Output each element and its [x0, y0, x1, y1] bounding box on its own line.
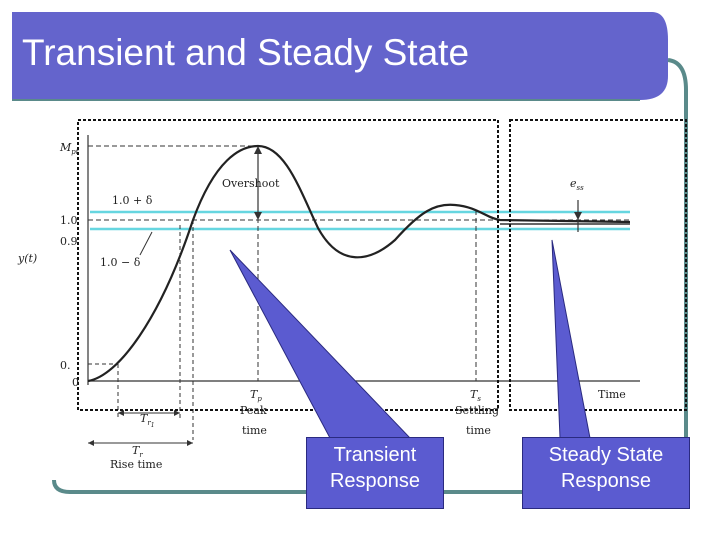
transient-response-callout: Transient Response	[306, 437, 444, 509]
y-tick-peak: Mpt	[59, 141, 79, 156]
settling-time-symbol: Ts	[470, 388, 481, 403]
slide-title: Transient and Steady State	[22, 32, 470, 73]
band-upper-label: 1.0 + δ	[112, 194, 153, 207]
rise-arrow-head-right	[174, 410, 180, 416]
transient-region-box	[77, 119, 499, 411]
rise-time-symbol: Tr	[132, 444, 143, 459]
steady-region-box	[509, 119, 687, 411]
overshoot-label: Overshoot	[222, 177, 280, 190]
rise-arrow-head-left	[118, 410, 124, 416]
ess-label: ess	[570, 177, 584, 192]
overshoot-arrow-head-bottom	[254, 212, 262, 220]
steady-callout-line1: Steady State	[548, 444, 664, 466]
y-axis-label: y(t)	[17, 252, 37, 265]
x-axis-label: Time	[598, 388, 626, 401]
band-lower-pointer	[139, 231, 153, 256]
title-bar	[12, 12, 668, 100]
rise-full-arrow-head-right	[187, 440, 193, 446]
band-lower-label: 1.0 − δ	[100, 256, 141, 269]
y-tick-zero: 0	[72, 376, 79, 389]
transient-callout-line2: Response	[329, 470, 421, 492]
rise-time-10-90-symbol: Tr1	[140, 412, 155, 429]
settling-time-caption-line2: time	[466, 424, 491, 437]
steady-callout-pointer	[551, 239, 591, 439]
response-curve	[87, 144, 631, 383]
peak-time-symbol: Tp	[250, 388, 262, 403]
ess-arrow-head	[574, 212, 582, 220]
peak-time-caption-line2: time	[242, 424, 267, 437]
y-tick-upper: 1.0	[60, 214, 78, 227]
transient-callout-line1: Transient	[333, 444, 417, 466]
rise-full-arrow-head-left	[88, 440, 94, 446]
overshoot-arrow-head-top	[254, 146, 262, 154]
y-tick-lower: 0.9	[60, 235, 78, 248]
steady-state-response-callout: Steady State Response	[522, 437, 690, 509]
steady-callout-line2: Response	[560, 470, 652, 492]
y-tick-small: 0.	[60, 359, 71, 372]
peak-time-caption-line1: Peak	[240, 404, 267, 417]
rise-time-caption: Rise time	[110, 458, 162, 471]
settling-time-caption-line1: Settling	[455, 404, 499, 417]
